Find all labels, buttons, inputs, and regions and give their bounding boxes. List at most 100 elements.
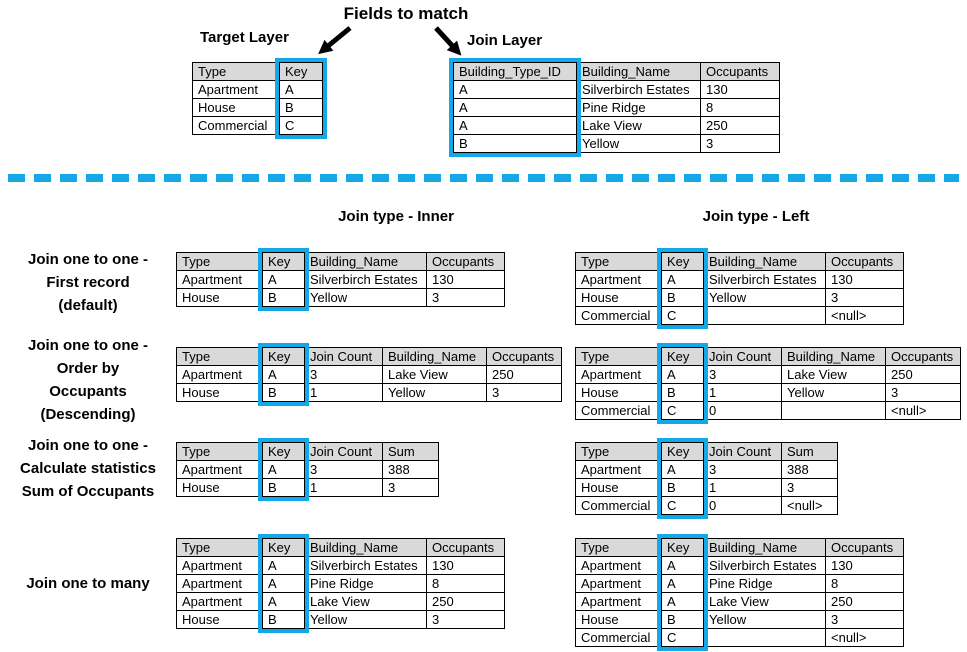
column-header: Type — [176, 252, 263, 271]
table-cell: Pine Ridge — [576, 98, 701, 117]
table-cell: 3 — [304, 460, 383, 479]
table-cell: 250 — [825, 592, 904, 611]
table-cell: Silverbirch Estates — [304, 556, 427, 575]
table-cell: B — [453, 134, 577, 153]
example-label-order-by: Join one to one - Order by Occupants (Desce… — [28, 337, 148, 423]
column-header: Key — [661, 347, 704, 366]
table-row: House B — [192, 98, 323, 117]
column-header: Key — [661, 538, 704, 557]
data-table: Type Key Join Count Building_Name Occupants A… — [176, 347, 562, 402]
table-header-row: Type Key Join Count Building_Name Occupants — [575, 347, 961, 366]
table-cell: 3 — [486, 383, 562, 402]
table-cell: A — [262, 365, 305, 384]
data-table: Type Key Building_Name Occupants Apartment A S… — [575, 252, 904, 325]
data-table: Type Key Building_Name Occupants Apartment A S… — [575, 538, 904, 647]
column-header: Building_Name — [382, 347, 487, 366]
table-row: Commercial C — [192, 116, 323, 135]
table-cell: 8 — [426, 574, 505, 593]
table-cell: 3 — [703, 460, 782, 479]
table-cell: Lake View — [703, 592, 826, 611]
table-cell: 0 — [703, 496, 782, 515]
table-cell: B — [661, 288, 704, 307]
table-row: House B Yellow 3 — [575, 610, 904, 629]
column-header: Building_Name — [703, 252, 826, 271]
left-join-table-first-record: Type Key Building_Name Occupants Apartment A S… — [575, 248, 904, 329]
table-cell: Apartment — [176, 365, 263, 384]
table-cell: C — [661, 401, 704, 420]
table-cell: Apartment — [575, 592, 662, 611]
table-cell: 3 — [426, 288, 505, 307]
column-header: Occupants — [426, 538, 505, 557]
table-cell: 130 — [426, 270, 505, 289]
left-join-table-statistics: Type Key Join Count Sum Apartment A 3 388 House B… — [575, 438, 838, 519]
table-row: A Silverbirch Estates 130 — [453, 80, 780, 99]
column-header: Building_Type_ID — [453, 62, 577, 81]
table-cell: B — [262, 383, 305, 402]
table-row: Apartment A 3 388 — [176, 460, 439, 479]
table-cell: A — [453, 80, 577, 99]
table-cell: Yellow — [703, 288, 826, 307]
column-header: Key — [262, 442, 305, 461]
column-header: Type — [575, 252, 662, 271]
table-row: Apartment A 3 Lake View 250 — [575, 365, 961, 384]
table-cell: House — [575, 610, 662, 629]
column-header: Join Count — [703, 347, 782, 366]
table-row: House B 1 Yellow 3 — [176, 383, 562, 402]
table-cell: Apartment — [575, 556, 662, 575]
column-header: Type — [575, 347, 662, 366]
table-cell: House — [176, 478, 263, 497]
table-cell: Apartment — [575, 460, 662, 479]
table-cell: A — [661, 592, 704, 611]
table-cell: Apartment — [575, 574, 662, 593]
table-row: Apartment A Pine Ridge 8 — [575, 574, 904, 593]
table-cell: Commercial — [575, 496, 662, 515]
table-cell: House — [575, 383, 662, 402]
column-header: Key — [279, 62, 323, 81]
table-cell: 3 — [703, 365, 782, 384]
example-label-first-record: Join one to one - First record (default) — [28, 251, 148, 314]
inner-join-table-first-record: Type Key Building_Name Occupants Apartment A S… — [176, 248, 505, 311]
table-row: House B Yellow 3 — [575, 288, 904, 307]
table-cell: 388 — [382, 460, 439, 479]
table-cell: B — [262, 610, 305, 629]
table-cell: 250 — [486, 365, 562, 384]
table-cell: 3 — [700, 134, 780, 153]
column-header: Occupants — [885, 347, 961, 366]
table-cell: Apartment — [192, 80, 280, 99]
table-cell: Commercial — [192, 116, 280, 135]
table-cell: 3 — [825, 288, 904, 307]
table-cell: Silverbirch Estates — [703, 556, 826, 575]
table-cell: Commercial — [575, 306, 662, 325]
table-cell — [781, 401, 886, 420]
table-cell: Apartment — [176, 270, 263, 289]
table-cell: <null> — [885, 401, 961, 420]
column-header: Key — [661, 252, 704, 271]
table-cell: Apartment — [575, 365, 662, 384]
table-cell: B — [262, 288, 305, 307]
table-cell: 1 — [703, 383, 782, 402]
column-header: Key — [661, 442, 704, 461]
table-cell: A — [262, 270, 305, 289]
table-cell: A — [661, 460, 704, 479]
table-row: Commercial C 0 <null> — [575, 496, 838, 515]
table-cell: A — [262, 574, 305, 593]
table-cell: Silverbirch Estates — [703, 270, 826, 289]
table-header-row: Type Key Building_Name Occupants — [176, 538, 505, 557]
column-header: Building_Name — [703, 538, 826, 557]
data-table: Type Key Apartment A House B Commercial C — [192, 62, 323, 135]
table-header-row: Type Key Join Count Sum — [575, 442, 838, 461]
table-cell: 250 — [885, 365, 961, 384]
table-row: House B Yellow 3 — [176, 288, 505, 307]
table-cell: 130 — [825, 556, 904, 575]
column-header: Building_Name — [576, 62, 701, 81]
table-cell: Silverbirch Estates — [576, 80, 701, 99]
table-row: A Pine Ridge 8 — [453, 98, 780, 117]
inner-join-table-one-to-many: Type Key Building_Name Occupants Apartment A S… — [176, 534, 505, 633]
data-table: Type Key Building_Name Occupants Apartment A S… — [176, 538, 505, 629]
table-row: Apartment A Silverbirch Estates 130 — [575, 270, 904, 289]
table-cell: Pine Ridge — [304, 574, 427, 593]
table-cell: B — [262, 478, 305, 497]
inner-join-table-statistics: Type Key Join Count Sum Apartment A 3 388 House B… — [176, 438, 439, 501]
table-cell: 8 — [825, 574, 904, 593]
column-header: Type — [176, 538, 263, 557]
